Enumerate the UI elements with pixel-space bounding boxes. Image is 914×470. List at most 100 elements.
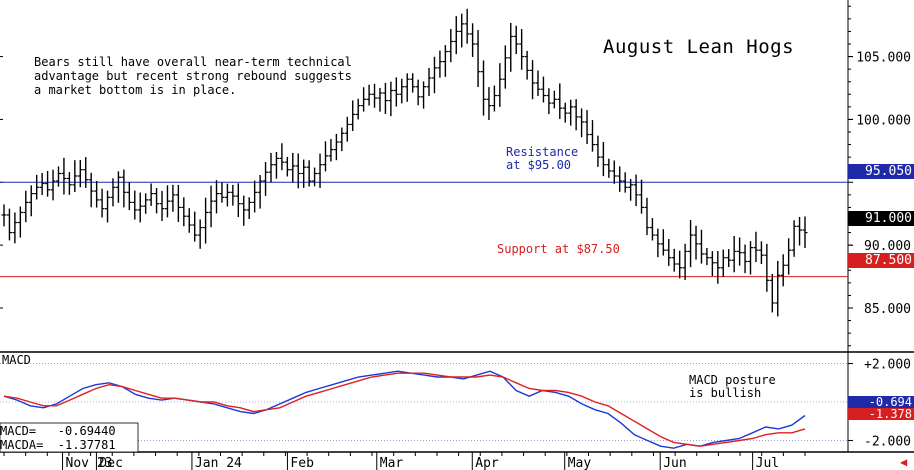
price-bar bbox=[290, 152, 296, 183]
price-tick-label: 100.000 bbox=[856, 113, 911, 128]
price-bar bbox=[551, 90, 557, 109]
price-bar bbox=[742, 244, 748, 274]
price-bar bbox=[617, 166, 623, 192]
price-bar bbox=[164, 185, 170, 218]
price-bar bbox=[148, 183, 154, 206]
price-bar bbox=[644, 197, 650, 236]
price-bar bbox=[361, 87, 367, 112]
price-bar bbox=[448, 28, 454, 63]
price-bar bbox=[415, 79, 421, 106]
price-bar bbox=[235, 183, 241, 218]
price-bar bbox=[442, 45, 448, 77]
price-bar bbox=[115, 171, 121, 203]
price-bar bbox=[464, 8, 470, 44]
price-bar bbox=[562, 102, 568, 123]
price-bar bbox=[698, 229, 704, 264]
price-bar bbox=[301, 159, 307, 188]
price-bar bbox=[279, 143, 285, 171]
price-bar bbox=[306, 160, 312, 187]
price-bar bbox=[83, 157, 89, 188]
price-bar bbox=[502, 45, 508, 89]
price-bar bbox=[769, 273, 775, 313]
price-bar bbox=[28, 185, 34, 217]
price-bar bbox=[66, 172, 72, 195]
price-bar bbox=[688, 220, 694, 268]
price-bar bbox=[219, 182, 225, 203]
price-bar bbox=[23, 190, 29, 223]
price-bar bbox=[709, 251, 715, 276]
price-bar bbox=[758, 241, 764, 265]
price-bar bbox=[693, 225, 699, 260]
price-bar bbox=[382, 82, 388, 114]
price-bar bbox=[186, 208, 192, 233]
macd-tick-label: +2.000 bbox=[864, 358, 911, 373]
price-bar bbox=[88, 172, 94, 208]
time-tick-label: Apr bbox=[475, 456, 499, 470]
price-bar bbox=[426, 67, 432, 97]
chart-title: August Lean Hogs bbox=[603, 36, 795, 58]
chart-annotation: Bears still have overall near-term techn… bbox=[34, 55, 352, 97]
price-bar bbox=[333, 133, 339, 161]
price-bar bbox=[224, 183, 230, 207]
price-bar bbox=[39, 172, 45, 196]
price-bar bbox=[388, 81, 394, 117]
time-tick-label: Jul bbox=[756, 456, 779, 470]
macd-annotation: MACD posture is bullish bbox=[689, 373, 776, 400]
price-bar bbox=[175, 184, 181, 222]
price-bar bbox=[55, 166, 61, 187]
time-tick-label: Dec bbox=[99, 456, 122, 470]
price-bar bbox=[252, 180, 258, 213]
price-bar bbox=[748, 241, 754, 275]
price-bar bbox=[344, 116, 350, 142]
price-bar bbox=[579, 108, 585, 138]
price-bar bbox=[540, 76, 546, 103]
price-bar bbox=[633, 174, 639, 207]
price-bar bbox=[595, 135, 601, 167]
price-bar bbox=[497, 63, 503, 107]
price-bar bbox=[214, 180, 220, 214]
price-bar bbox=[322, 141, 328, 172]
price-bar bbox=[557, 83, 563, 119]
price-bar bbox=[535, 70, 541, 97]
price-bar bbox=[421, 81, 427, 109]
price-bar bbox=[639, 179, 645, 214]
price-bar bbox=[377, 87, 383, 112]
price-bar bbox=[197, 219, 203, 249]
price-bar bbox=[61, 157, 67, 195]
price-bar bbox=[611, 160, 617, 184]
price-bar bbox=[666, 239, 672, 266]
price-bar bbox=[339, 127, 345, 152]
price-bar bbox=[45, 170, 51, 197]
price-bar bbox=[606, 158, 612, 178]
price-bar bbox=[203, 197, 209, 244]
price-bar bbox=[350, 100, 356, 132]
price-bar bbox=[791, 220, 797, 257]
price-bar bbox=[568, 99, 574, 126]
price-bar bbox=[584, 110, 590, 145]
price-bar bbox=[94, 181, 100, 208]
price-bar bbox=[649, 218, 655, 241]
price-bar bbox=[17, 206, 23, 238]
price-bar bbox=[660, 229, 666, 256]
price-bar bbox=[126, 181, 132, 211]
price-bar bbox=[677, 250, 683, 279]
price-bar bbox=[622, 172, 628, 193]
price-bar bbox=[797, 216, 803, 246]
macd-panel-title: MACD bbox=[2, 353, 31, 367]
price-bar bbox=[99, 188, 105, 218]
price-bar bbox=[105, 190, 111, 223]
scroll-left-arrow-icon[interactable]: ◀ bbox=[900, 455, 908, 469]
time-tick-label: Mar bbox=[380, 456, 404, 470]
macd-line bbox=[3, 370, 806, 449]
price-bar bbox=[230, 184, 236, 206]
price-bar bbox=[530, 60, 536, 100]
price-bar bbox=[273, 151, 279, 179]
price-bar bbox=[481, 60, 487, 116]
price-bar bbox=[355, 98, 361, 120]
price-bar bbox=[143, 193, 149, 214]
price-bar bbox=[393, 77, 399, 107]
price-bar bbox=[372, 83, 378, 108]
price-bar bbox=[453, 16, 459, 55]
macd-readout-box bbox=[0, 422, 139, 453]
